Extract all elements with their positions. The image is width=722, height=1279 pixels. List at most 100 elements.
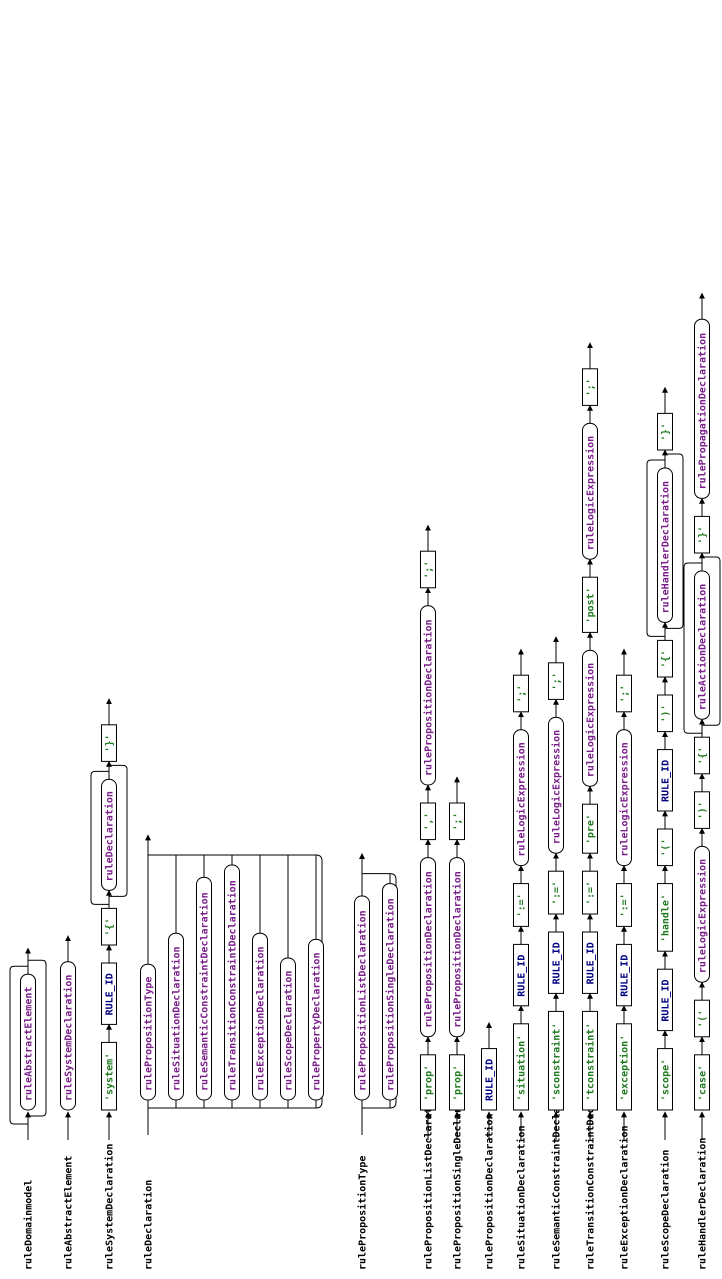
skip-bypass: [109, 764, 128, 897]
rule-name: rulePropositionDeclaration: [484, 1113, 496, 1270]
rule-rulesystemdeclaration: ruleSystemDeclaration 'system' RULE_ID '{' r…: [90, 698, 128, 1270]
rule-rulepropositiontype: rulePropositionType rulePropositionListDe…: [354, 852, 398, 1270]
terminal-label-post: 'post': [586, 587, 597, 623]
repeat-loop: [90, 770, 109, 905]
nonterminal-label-ruleexceptiondeclaration: ruleExceptionDeclaration: [255, 947, 267, 1092]
nonterminal-label-rulelogicexpression: ruleLogicExpression: [585, 436, 597, 550]
nonterminal-label-ruleabstractelement: ruleAbstractElement: [24, 987, 35, 1101]
nonterminal-label-rulehandlerdeclaration: ruleHandlerDeclaration: [660, 481, 672, 613]
rule-rulesemanticconstraintdeclaration: ruleSemanticConstraintDeclaration'sconst…: [548, 636, 564, 1270]
terminal-label-sconstraint: 'sconstraint': [551, 1023, 563, 1101]
nonterminal-label-rulelogicexpression: ruleLogicExpression: [551, 730, 563, 844]
repeat-loop: [646, 459, 665, 637]
nonterminal-label-rulepropositionsingledeclaration: rulePropositionSingleDeclaration: [385, 898, 397, 1091]
nonterminal-label-rulescopedeclaration: ruleScopeDeclaration: [283, 971, 295, 1091]
nonterminal-label-rulelogicexpression: ruleLogicExpression: [585, 663, 597, 777]
rule-ruletransitionconstraintdeclaration: ruleTransitionConstraintDeclaration'tcon…: [582, 342, 598, 1270]
terminal-label-sym: '}': [661, 423, 672, 441]
rule-rulepropositionlistdeclaration: rulePropositionListDeclaration'prop' rule…: [420, 524, 436, 1270]
repeat-loop: [9, 965, 28, 1125]
rule-rulescopedeclaration: ruleScopeDeclaration 'scope' RULE_ID 'handl…: [646, 386, 684, 1270]
nonterminal-label-rulesituationdeclaration: ruleSituationDeclaration: [171, 947, 183, 1092]
skip-bypass: [28, 959, 47, 1117]
terminal-label-rule-id: RULE_ID: [586, 942, 597, 984]
rule-name: ruleDeclaration: [143, 1180, 155, 1270]
terminal-label-situation: 'situation': [516, 1035, 528, 1101]
terminal-label-sym: '}': [698, 526, 709, 544]
nonterminal-label-rulepropositiontype: rulePropositionType: [143, 977, 155, 1091]
terminal-label-sym: '(': [661, 839, 672, 857]
rule-name: ruleScopeDeclaration: [660, 1150, 672, 1270]
terminal-label-rule-id: RULE_ID: [517, 955, 528, 997]
skip-bypass: [665, 453, 684, 629]
terminal-label-rule-id: RULE_ID: [661, 979, 672, 1021]
terminal-label-sym: ';': [517, 685, 528, 703]
rule-ruledomainmodel: ruleDomainmodel ruleAbstractElement: [9, 947, 47, 1270]
nonterminal-label-rulepropositionlistdeclaration: rulePropositionListDeclaration: [357, 910, 369, 1091]
terminal-label-sym: ';': [552, 672, 563, 690]
terminal-label-scope: 'scope': [661, 1059, 672, 1101]
terminal-label-sym: '}': [105, 734, 116, 752]
rule-name: ruleExceptionDeclaration: [619, 1126, 631, 1271]
terminal-label-sym: '(': [698, 1010, 709, 1028]
terminal-label-exception: 'exception': [619, 1035, 631, 1101]
terminal-label-sym: ';': [424, 561, 435, 579]
nonterminal-label-rulesemanticconstraintdeclaration: ruleSemanticConstraintDeclaration: [199, 892, 211, 1091]
nonterminal-label-rulelogicexpression: ruleLogicExpression: [697, 859, 709, 973]
terminal-label-sym: ':=': [552, 881, 563, 905]
rule-name: rulePropositionListDeclaration: [423, 1089, 435, 1270]
terminal-label-rule-id: RULE_ID: [620, 955, 631, 997]
terminal-label-sym: ';': [586, 378, 597, 396]
nonterminal-label-ruleactiondeclaration: ruleActionDeclaration: [697, 584, 709, 710]
terminal-label-rule-id: RULE_ID: [485, 1059, 496, 1101]
nonterminal-label-rulelogicexpression: ruleLogicExpression: [516, 742, 528, 856]
terminal-label-sym: '{': [698, 747, 709, 765]
terminal-label-rule-id: RULE_ID: [661, 760, 672, 802]
terminal-label-sym: '{': [661, 650, 672, 668]
nonterminal-label-rulepropositiondeclaration: rulePropositionDeclaration: [452, 871, 464, 1028]
terminal-label-sym: ':=': [620, 893, 631, 917]
nonterminal-label-rulepropertydeclaration: rulePropertyDeclaration: [311, 953, 323, 1091]
skip-bypass: [702, 556, 721, 726]
terminal-label-case: 'case': [698, 1065, 709, 1101]
terminal-label-pre: 'pre': [586, 814, 597, 844]
terminal-label-sym: ',': [424, 813, 435, 831]
terminal-label-handle: 'handle': [661, 894, 672, 942]
rule-name: ruleSituationDeclaration: [516, 1126, 528, 1271]
terminal-label-sym: ':=': [586, 881, 597, 905]
terminal-label-sym: ':=': [517, 893, 528, 917]
terminal-label-sym: ')': [698, 801, 709, 819]
rule-rulehandlerdeclaration: ruleHandlerDeclaration 'case' '(' ruleLogic…: [683, 292, 721, 1270]
nonterminal-label-rulepropositiondeclaration: rulePropositionDeclaration: [423, 871, 435, 1028]
terminal-label-prop: 'prop': [453, 1065, 464, 1101]
terminal-label-rule-id: RULE_ID: [105, 973, 116, 1015]
nonterminal-label-ruledeclaration: ruleDeclaration: [104, 791, 116, 881]
terminal-label-rule-id: RULE_ID: [552, 942, 563, 984]
rule-name: ruleAbstractElement: [64, 1156, 75, 1270]
nonterminal-label-ruletransitionconstraintdeclaration: ruleTransitionConstraintDeclaration: [227, 880, 239, 1091]
rule-ruleabstractelement: ruleAbstractElement ruleSystemDeclaration: [60, 935, 76, 1270]
nonterminal-label-rulepropagationdeclaration: rulePropagationDeclaration: [697, 333, 709, 490]
rule-name: ruleSemanticConstraintDeclaration: [551, 1071, 563, 1270]
repeat-loop: [683, 562, 702, 734]
nonterminal-label-rulepropositiondeclaration: rulePropositionDeclaration: [423, 619, 435, 776]
rule-rulepropositiondeclaration: rulePropositionDeclaration RULE_ID: [481, 1021, 497, 1270]
terminal-label-prop: 'prop': [424, 1065, 435, 1101]
nonterminal-label-rulesystemdeclaration: ruleSystemDeclaration: [63, 975, 75, 1101]
rule-rulepropositionsingledeclaration: rulePropositionSingleDeclaration'prop' ru…: [449, 776, 465, 1270]
rule-name: ruleHandlerDeclaration: [697, 1138, 709, 1270]
rule-name: rulePropositionType: [357, 1156, 369, 1270]
rule-name: ruleSystemDeclaration: [104, 1144, 116, 1270]
rule-ruleexceptiondeclaration: ruleExceptionDeclaration 'exception' RULE_…: [616, 648, 632, 1271]
terminal-label-sym: ';': [620, 685, 631, 703]
nonterminal-label-rulelogicexpression: ruleLogicExpression: [619, 742, 631, 856]
terminal-label-tconstraint: 'tconstraint': [585, 1023, 597, 1101]
rule-name: rulePropositionSingleDeclaration: [452, 1077, 464, 1270]
rule-rulesituationdeclaration: ruleSituationDeclaration 'situation' RULE_…: [513, 648, 529, 1271]
terminal-label-sym: ';': [453, 813, 464, 831]
terminal-label-system: 'system': [105, 1053, 116, 1101]
terminal-label-sym: ')': [661, 705, 672, 723]
rule-name: ruleDomainmodel: [23, 1180, 35, 1270]
